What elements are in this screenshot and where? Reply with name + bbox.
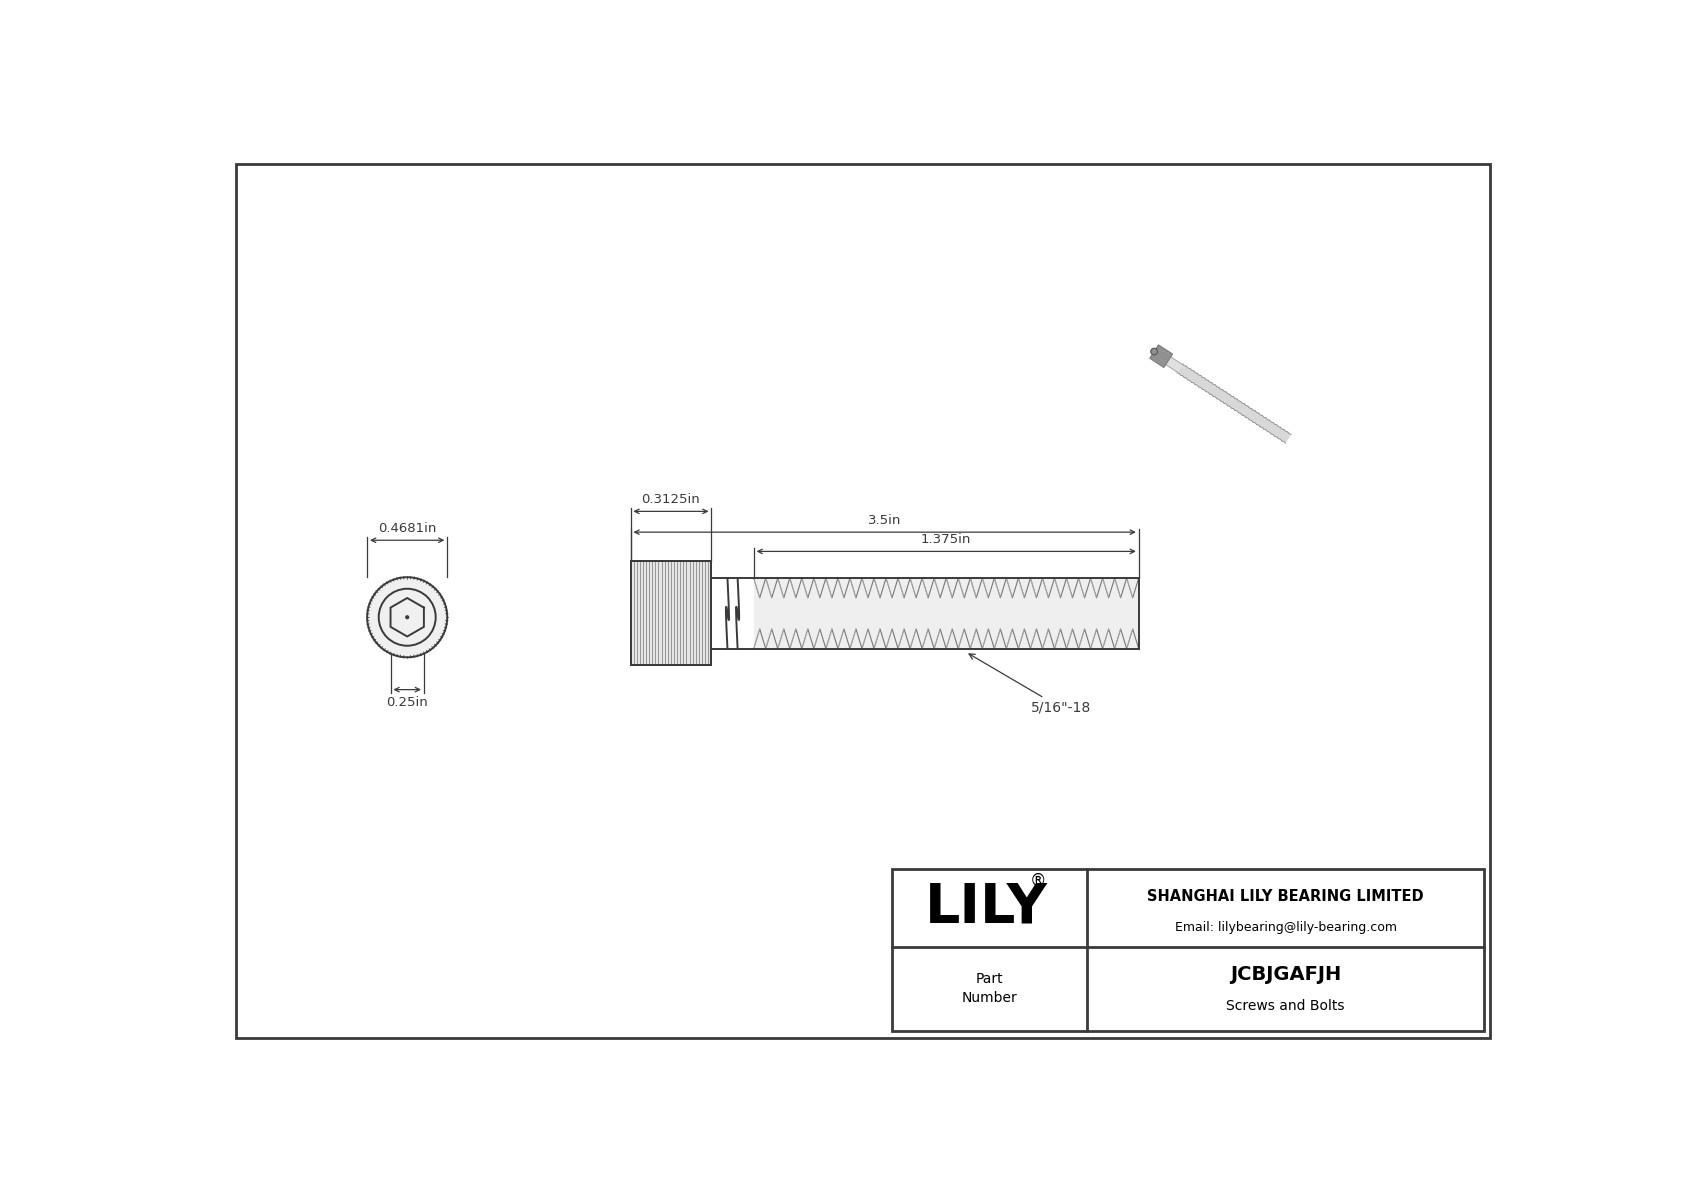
Polygon shape xyxy=(1150,345,1172,368)
Text: LILY: LILY xyxy=(925,881,1047,935)
Circle shape xyxy=(1150,348,1157,355)
Text: 5/16"-18: 5/16"-18 xyxy=(968,654,1091,715)
Polygon shape xyxy=(1177,363,1292,443)
Bar xyxy=(893,869,1484,1030)
Text: Screws and Bolts: Screws and Bolts xyxy=(1226,998,1346,1012)
Text: Part
Number: Part Number xyxy=(962,972,1017,1005)
Bar xyxy=(630,561,711,666)
Bar xyxy=(630,561,711,666)
Circle shape xyxy=(406,616,409,618)
Text: 0.4681in: 0.4681in xyxy=(377,522,436,535)
Text: SHANGHAI LILY BEARING LIMITED: SHANGHAI LILY BEARING LIMITED xyxy=(1147,888,1425,904)
Text: 1.375in: 1.375in xyxy=(921,534,972,545)
Text: 3.5in: 3.5in xyxy=(867,513,901,526)
Bar xyxy=(754,578,1138,649)
Text: JCBJGAFJH: JCBJGAFJH xyxy=(1229,966,1340,984)
Text: Email: lilybearing@lily-bearing.com: Email: lilybearing@lily-bearing.com xyxy=(1174,921,1396,934)
Polygon shape xyxy=(1165,357,1182,373)
Text: ®: ® xyxy=(1029,872,1046,890)
Text: 0.25in: 0.25in xyxy=(386,696,428,709)
Text: 0.3125in: 0.3125in xyxy=(642,493,701,506)
Circle shape xyxy=(367,578,448,657)
